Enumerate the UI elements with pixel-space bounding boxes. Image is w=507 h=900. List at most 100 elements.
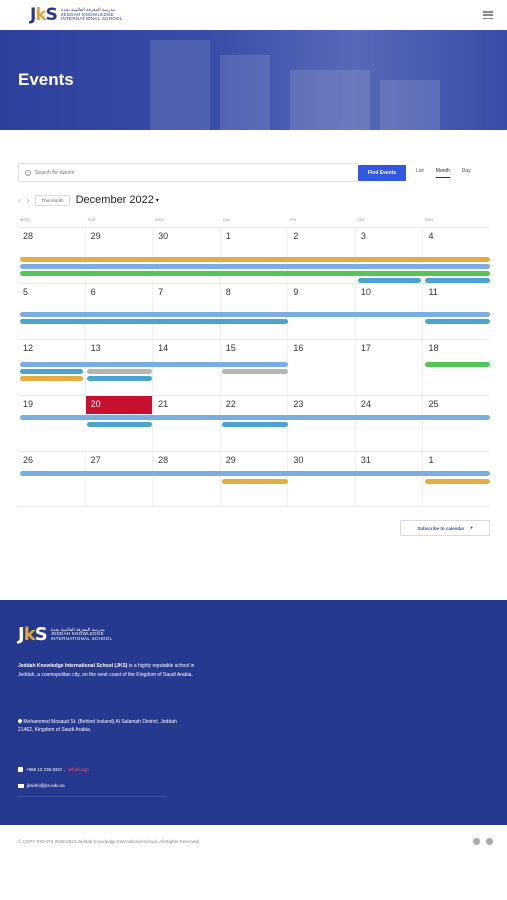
instagram-icon[interactable]	[473, 837, 480, 845]
calendar-week: 5 6 7 8 9 10 11	[18, 283, 490, 339]
day-cell[interactable]: 18	[422, 340, 490, 395]
day-number: 17	[360, 343, 371, 353]
event-bar[interactable]	[222, 479, 288, 484]
day-cell[interactable]: 24	[354, 396, 423, 451]
day-cell[interactable]: 13	[84, 340, 153, 395]
day-cell[interactable]: 29	[219, 452, 288, 506]
event-bar[interactable]	[87, 376, 152, 381]
event-bar[interactable]	[20, 415, 490, 420]
facebook-icon[interactable]	[486, 837, 493, 845]
day-number: 26	[23, 455, 34, 465]
day-number: 30	[158, 231, 169, 241]
day-cell[interactable]: 28	[152, 452, 220, 506]
event-bar[interactable]	[87, 422, 152, 427]
day-cell[interactable]: 3	[354, 228, 423, 283]
prev-month-icon[interactable]: ‹	[18, 195, 21, 205]
day-cell[interactable]: 1	[422, 452, 490, 506]
menu-icon[interactable]	[483, 11, 493, 19]
event-bar[interactable]	[425, 362, 490, 367]
day-number: 18	[428, 343, 439, 353]
day-number: 3	[360, 231, 366, 241]
view-list[interactable]: List	[416, 167, 424, 174]
day-number: 21	[158, 399, 169, 409]
whatsapp-link[interactable]: WhatsApp	[67, 767, 89, 772]
day-cell[interactable]: 9	[287, 284, 355, 339]
event-bar[interactable]	[87, 369, 152, 374]
site-logo[interactable]: JkS مدرسة المعرفة العالمية بجدة JEDDAH K…	[30, 5, 123, 25]
event-bar[interactable]	[20, 319, 288, 324]
day-number: 29	[90, 231, 101, 241]
day-cell[interactable]: 25	[422, 396, 490, 451]
event-bar[interactable]	[222, 369, 288, 374]
day-number: 24	[360, 399, 371, 409]
weekday-label: SUN	[424, 217, 433, 222]
event-bar[interactable]	[20, 376, 83, 381]
day-cell[interactable]: 17	[354, 340, 423, 395]
day-cell[interactable]: 7	[152, 284, 220, 339]
footer-logo[interactable]: JkS مدرسة المعرفة العالمية بجدة JEDDAH K…	[18, 624, 112, 645]
location-pin-icon	[17, 718, 23, 724]
day-cell[interactable]: 19	[18, 396, 85, 451]
month-calendar: MON TUE WED THU FRI SAT SUN 28 29 30 1 2…	[18, 217, 490, 507]
day-cell[interactable]: 1	[219, 228, 288, 283]
day-number: 9	[293, 287, 299, 297]
day-cell[interactable]: 2	[287, 228, 355, 283]
day-cell[interactable]: 30	[287, 452, 355, 506]
day-number: 31	[360, 455, 371, 465]
next-month-icon[interactable]: ›	[26, 195, 30, 205]
page-title: Events	[18, 70, 74, 89]
event-bar[interactable]	[425, 479, 490, 484]
day-cell[interactable]: 6	[84, 284, 153, 339]
event-bar[interactable]	[358, 278, 421, 283]
subscribe-calendar-button[interactable]: Subscribe to calendar ▾	[400, 520, 490, 536]
event-bar[interactable]	[425, 278, 490, 283]
day-cell[interactable]: 23	[287, 396, 355, 451]
day-cell-today[interactable]: 20	[84, 396, 153, 414]
event-bar[interactable]	[20, 264, 490, 269]
day-number: 13	[90, 343, 101, 353]
event-bar[interactable]	[20, 369, 83, 374]
day-cell[interactable]: 31	[354, 452, 423, 506]
day-cell[interactable]: 21	[152, 396, 220, 451]
event-bar[interactable]	[20, 257, 490, 262]
month-picker[interactable]: December 2022 ▾	[76, 194, 159, 206]
search-box	[18, 163, 358, 182]
day-cell[interactable]: 5	[18, 284, 85, 339]
day-cell[interactable]: 10	[354, 284, 423, 339]
day-cell[interactable]: 28	[18, 228, 85, 283]
event-bar[interactable]	[20, 471, 490, 476]
day-cell[interactable]: 22	[219, 396, 288, 451]
day-number: 7	[158, 287, 164, 297]
event-bar[interactable]	[222, 422, 288, 427]
day-cell[interactable]: 15	[219, 340, 288, 395]
day-cell[interactable]: 11	[422, 284, 490, 339]
day-number: 1	[225, 231, 231, 241]
day-number: 20	[90, 399, 101, 409]
this-month-button[interactable]: This Month	[35, 194, 70, 206]
search-input[interactable]	[35, 169, 235, 176]
event-bar[interactable]	[20, 312, 490, 317]
find-events-button[interactable]: Find Events	[358, 164, 406, 181]
day-number: 15	[225, 343, 236, 353]
logo-text: مدرسة المعرفة العالمية بجدة JEDDAH KNOWL…	[60, 7, 123, 22]
view-month[interactable]: Month	[435, 168, 450, 178]
day-cell[interactable]: 29	[84, 228, 153, 283]
day-cell[interactable]: 4	[422, 228, 490, 283]
event-bar[interactable]	[20, 271, 490, 276]
event-bar[interactable]	[20, 362, 288, 367]
day-cell[interactable]: 14	[152, 340, 220, 395]
day-number: 2	[293, 231, 299, 241]
day-cell[interactable]: 12	[18, 340, 85, 395]
view-day[interactable]: Day	[461, 167, 471, 174]
day-cell[interactable]: 16	[287, 340, 355, 395]
day-cell[interactable]: 8	[219, 284, 288, 339]
day-cell[interactable]: 30	[152, 228, 220, 283]
chevron-down-icon: ▾	[470, 525, 473, 530]
day-cell[interactable]: 26	[18, 452, 85, 506]
event-bar[interactable]	[425, 319, 490, 324]
footer-email[interactable]: jksinfo@jks.edu.sa	[18, 783, 65, 788]
footer-about: Jeddah Knowledge International School (J…	[18, 663, 195, 678]
footer-phone[interactable]: +966 12 236 8331 , WhatsApp	[18, 767, 89, 772]
weekday-header: MON TUE WED THU FRI SAT SUN	[18, 217, 490, 227]
day-cell[interactable]: 27	[84, 452, 153, 506]
